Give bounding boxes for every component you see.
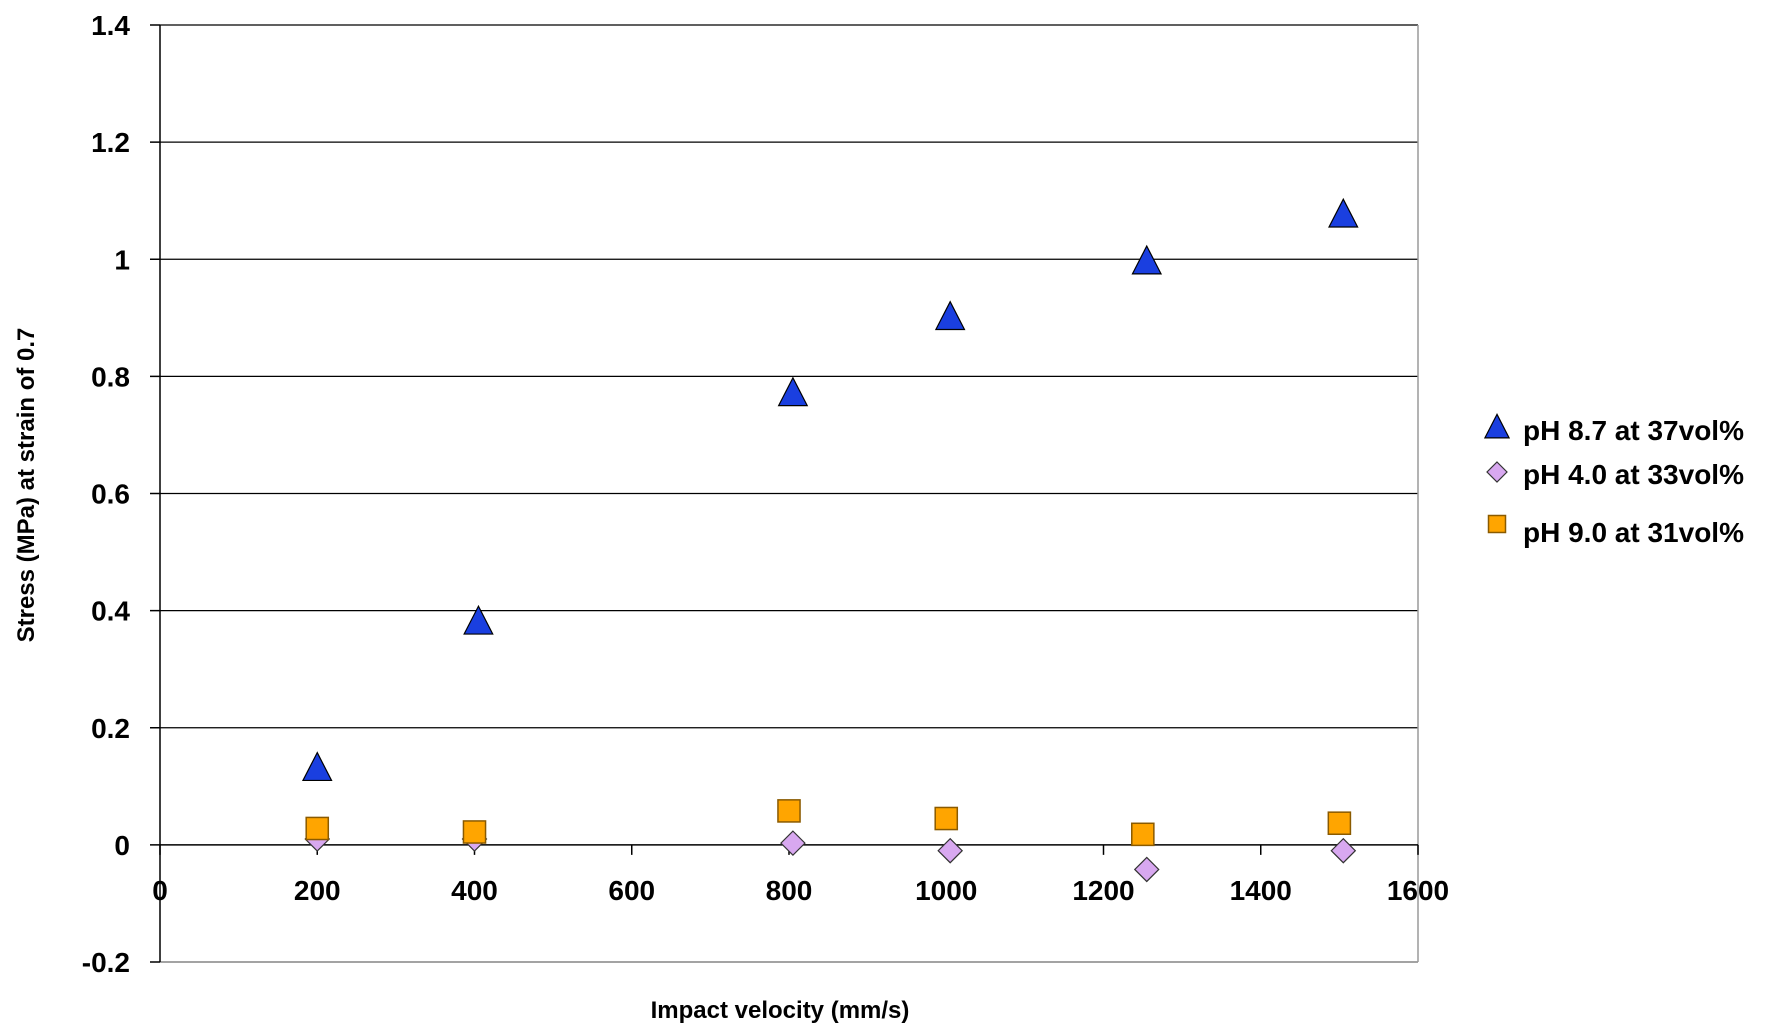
x-tick-label: 800	[766, 875, 813, 906]
legend-marker-square	[1487, 514, 1507, 534]
x-tick-label: 200	[294, 875, 341, 906]
legend-item: pH 9.0 at 31vol%	[1487, 514, 1744, 548]
y-tick-label: -0.2	[82, 947, 130, 978]
legend-label: pH 4.0 at 33vol%	[1523, 459, 1744, 490]
y-tick-label: 1.4	[91, 10, 130, 41]
y-tick-label: 1	[114, 244, 130, 275]
x-tick-label: 400	[451, 875, 498, 906]
point-square-5	[1327, 811, 1352, 836]
y-tick-label: 0.8	[91, 361, 130, 392]
point-triangle-1	[463, 604, 494, 635]
point-square-0	[305, 816, 330, 841]
legend-item: pH 8.7 at 37vol%	[1483, 413, 1744, 446]
legend: pH 8.7 at 37vol% pH 4.0 at 33vol% pH 9.0 a…	[1483, 413, 1744, 548]
legend-label: pH 9.0 at 31vol%	[1523, 517, 1744, 548]
point-square-3	[934, 806, 959, 831]
point-triangle-2	[777, 376, 809, 407]
y-axis-title: Stress (MPa) at strain of 0.7	[13, 328, 40, 643]
legend-item: pH 4.0 at 33vol%	[1486, 459, 1744, 490]
x-axis-title: Impact velocity (mm/s)	[651, 997, 910, 1024]
x-tick-label: 600	[608, 875, 655, 906]
y-tick-label: 0.4	[91, 596, 130, 627]
x-tick-label: 1000	[915, 875, 977, 906]
point-square-4	[1131, 822, 1155, 847]
point-diamond-2	[780, 830, 806, 856]
y-tick-label: 1.2	[91, 127, 130, 158]
point-triangle-0	[301, 751, 333, 782]
legend-marker-triangle	[1483, 413, 1511, 439]
tick-labels: -0.2 0 0.2 0.4 0.6 0.8 1 1.2 1.4 0 200 400 600 800 100…	[82, 10, 1449, 978]
point-diamond-3	[937, 837, 964, 864]
x-tick-label: 1200	[1072, 875, 1134, 906]
x-tick-label: 1400	[1230, 875, 1292, 906]
legend-label: pH 8.7 at 37vol%	[1523, 415, 1744, 446]
legend-marker-diamond	[1486, 461, 1508, 483]
x-tick-label: 1600	[1387, 875, 1449, 906]
gridlines	[160, 24, 1418, 963]
point-triangle-3	[934, 300, 966, 331]
point-square-1	[462, 820, 487, 844]
y-tick-label: 0.2	[91, 713, 130, 744]
point-triangle-4	[1131, 244, 1163, 275]
y-tick-label: 0	[114, 830, 130, 861]
data-points	[301, 197, 1359, 883]
point-diamond-4	[1133, 856, 1160, 883]
point-diamond-5	[1330, 837, 1357, 864]
x-tick-label: 0	[152, 875, 168, 906]
point-triangle-5	[1328, 197, 1359, 228]
point-square-2	[777, 799, 801, 823]
y-tick-label: 0.6	[91, 479, 130, 510]
